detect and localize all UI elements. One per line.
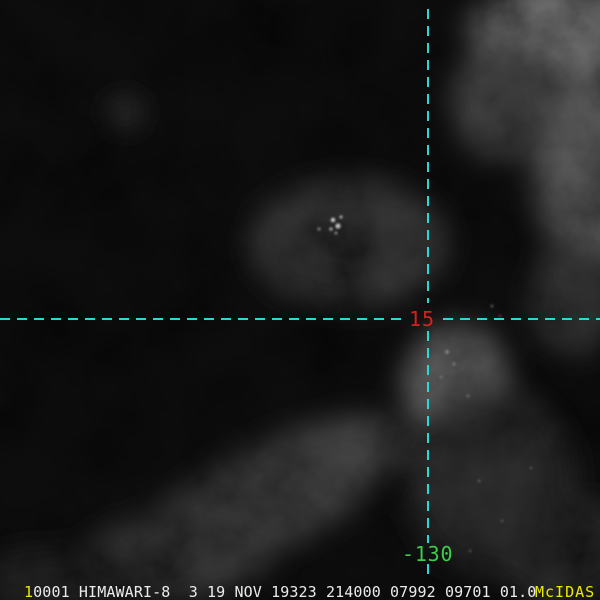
longitude-gridline-segment <box>427 9 429 303</box>
longitude-label: -130 <box>402 542 454 566</box>
latitude-gridline-segment <box>0 318 407 320</box>
longitude-gridline-segment <box>427 331 429 543</box>
latitude-gridline-segment <box>443 318 600 320</box>
bright-cloud-puffs <box>317 215 533 553</box>
longitude-gridline-segment <box>427 564 429 578</box>
latitude-label: 15 <box>409 307 436 331</box>
mcidas-brand-label: McIDAS <box>535 583 596 600</box>
status-text: 0001 HIMAWARI-8 3 19 NOV 19323 214000 07… <box>33 583 537 600</box>
frame-number-label: 1 <box>24 583 34 600</box>
status-bar: 10001 HIMAWARI-8 3 19 NOV 19323 214000 0… <box>24 583 537 600</box>
